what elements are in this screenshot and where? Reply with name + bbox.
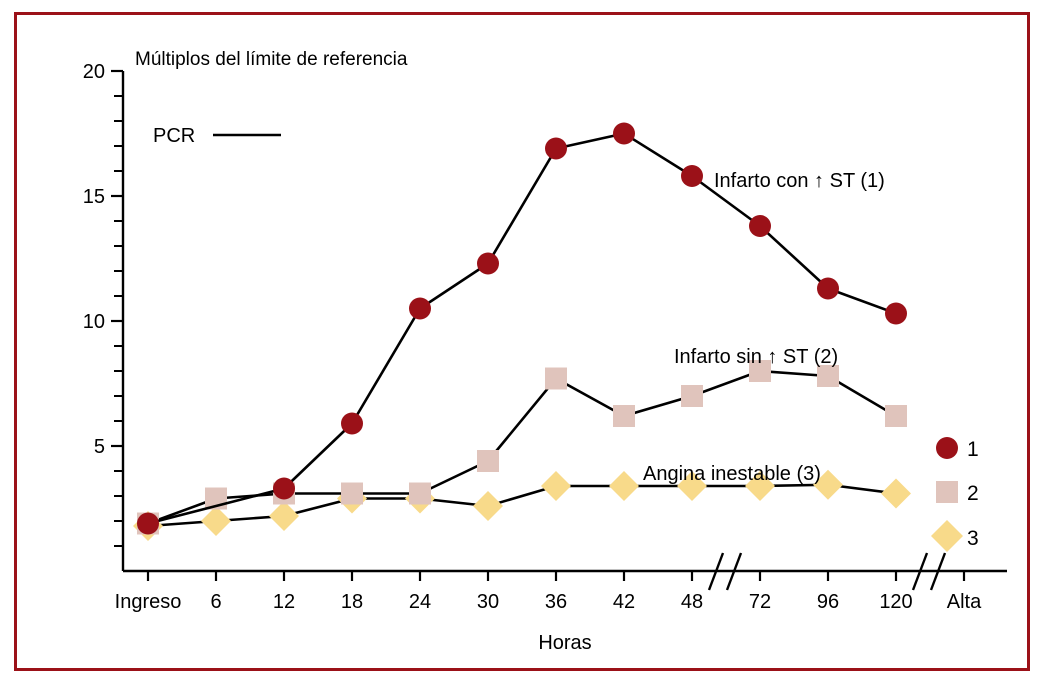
data-point-square — [545, 367, 567, 390]
data-point-diamond — [269, 501, 299, 531]
data-point-diamond — [201, 506, 231, 536]
legend: 1 2 3 — [931, 437, 979, 552]
legend-marker-square-icon — [936, 481, 958, 503]
annotation-series-3: Angina inestable (3) — [643, 463, 821, 485]
series-2-infarto-sin-st — [137, 360, 907, 535]
x-axis-title: Horas — [538, 632, 591, 654]
data-point-square — [885, 405, 907, 427]
chart-title: Múltiplos del límite de referencia — [135, 49, 408, 70]
chart-canvas: 20 15 10 5 — [17, 15, 1033, 674]
data-point-square — [613, 405, 635, 427]
data-point-circle — [477, 252, 499, 275]
y-tick-label-15: 15 — [83, 186, 105, 208]
legend-marker-circle-icon — [936, 437, 958, 459]
annotation-series-1: Infarto con ↑ ST (1) — [714, 170, 885, 192]
data-point-diamond — [609, 471, 639, 501]
data-point-circle — [273, 477, 295, 500]
data-point-circle — [137, 512, 159, 535]
x-tick-label-ingreso: Ingreso — [115, 591, 182, 613]
data-point-square — [681, 385, 703, 407]
data-point-diamond — [473, 491, 503, 521]
x-tick-label-6: 6 — [210, 591, 221, 613]
axis-break-after-120 — [911, 552, 947, 591]
data-point-circle — [409, 297, 431, 320]
legend-label-1: 1 — [967, 438, 979, 461]
y-tick-label-10: 10 — [83, 311, 105, 333]
x-tick-label-24: 24 — [409, 591, 431, 613]
annotation-series-2: Infarto sin ↑ ST (2) — [674, 346, 838, 368]
data-point-circle — [817, 277, 839, 300]
data-point-square — [409, 482, 431, 505]
data-point-square — [749, 360, 771, 382]
x-tick-label-12: 12 — [273, 591, 295, 613]
data-point-diamond — [745, 471, 775, 501]
axis-break-after-48 — [707, 552, 743, 591]
figure-frame: 20 15 10 5 — [14, 12, 1030, 671]
y-tick-label-20: 20 — [83, 61, 105, 83]
x-tick-label-48: 48 — [681, 591, 703, 613]
data-point-circle — [885, 302, 907, 325]
data-point-circle — [681, 165, 703, 187]
data-point-square — [477, 450, 499, 472]
data-point-diamond — [813, 469, 843, 500]
data-point-diamond — [677, 471, 707, 501]
x-tick-label-36: 36 — [545, 591, 567, 613]
pcr-legend: PCR — [153, 125, 281, 147]
legend-label-3: 3 — [967, 527, 979, 550]
legend-marker-diamond-icon — [931, 520, 963, 552]
pcr-legend-label: PCR — [153, 125, 195, 147]
y-axis: 20 15 10 5 — [83, 61, 125, 571]
x-tick-label-96: 96 — [817, 591, 839, 613]
data-point-diamond — [541, 471, 571, 501]
legend-label-2: 2 — [967, 482, 979, 505]
y-tick-label-5: 5 — [94, 436, 105, 458]
data-point-square — [817, 365, 839, 387]
line-chart-svg: 20 15 10 5 — [83, 49, 1007, 654]
x-tick-label-alta: Alta — [947, 591, 982, 613]
x-tick-label-42: 42 — [613, 591, 635, 613]
x-tick-label-120: 120 — [879, 591, 912, 613]
data-point-circle — [749, 215, 771, 237]
data-point-circle — [341, 412, 363, 435]
data-point-circle — [545, 137, 567, 160]
data-point-square — [341, 482, 363, 505]
data-point-circle — [613, 122, 635, 145]
x-tick-label-18: 18 — [341, 591, 363, 613]
series-1-infarto-con-st — [137, 122, 907, 535]
x-axis: Ingreso 6 12 18 24 30 36 42 48 72 96 120… — [115, 552, 1007, 654]
data-point-diamond — [881, 478, 911, 509]
x-tick-label-30: 30 — [477, 591, 499, 613]
x-tick-label-72: 72 — [749, 591, 771, 613]
